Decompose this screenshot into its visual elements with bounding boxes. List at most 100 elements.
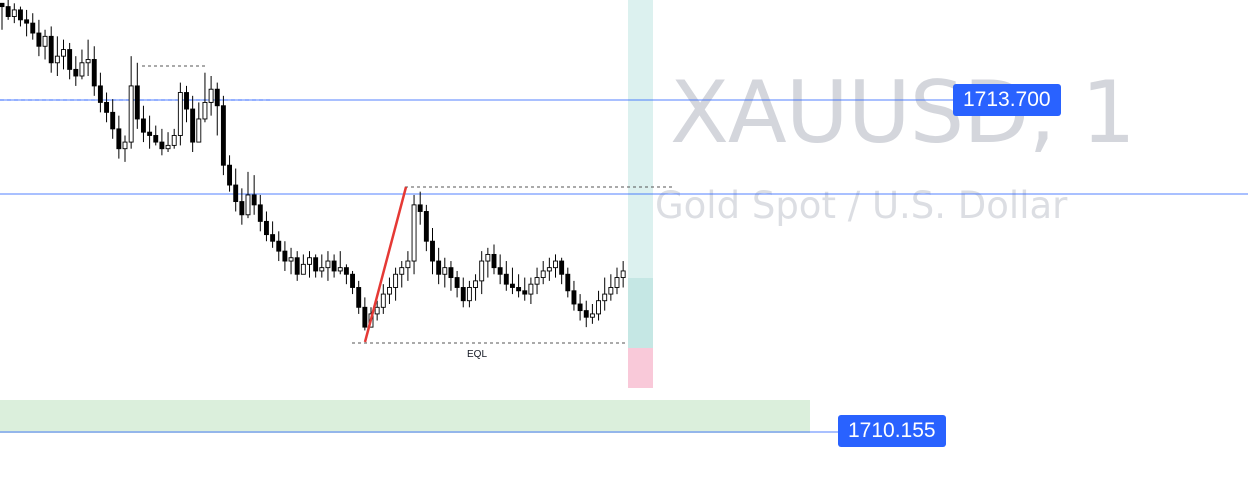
candle-body[interactable] — [251, 194, 257, 206]
candle-body[interactable] — [393, 273, 399, 288]
candle-body[interactable] — [442, 267, 448, 275]
candle-body[interactable] — [614, 277, 620, 288]
candle-body[interactable] — [516, 287, 522, 292]
candle-body[interactable] — [448, 267, 454, 279]
candle-body[interactable] — [399, 267, 405, 275]
candle-body[interactable] — [534, 277, 540, 285]
candle-body[interactable] — [596, 300, 601, 315]
candle-body[interactable] — [73, 68, 79, 77]
candle-body[interactable] — [184, 92, 189, 110]
candle-body[interactable] — [140, 118, 146, 133]
candle-body[interactable] — [67, 49, 73, 70]
candle-body[interactable] — [85, 59, 91, 64]
candle-body[interactable] — [485, 253, 491, 262]
candle-body[interactable] — [307, 257, 312, 265]
candle-body[interactable] — [356, 287, 362, 308]
candle-body[interactable] — [122, 141, 128, 150]
candle-body[interactable] — [411, 204, 417, 262]
candle-body[interactable] — [362, 306, 368, 328]
candle-body[interactable] — [466, 287, 472, 302]
candle-body[interactable] — [270, 234, 276, 242]
candle-body[interactable] — [313, 257, 319, 272]
candle-body[interactable] — [565, 273, 571, 292]
candle-body[interactable] — [190, 108, 196, 143]
candle-body[interactable] — [337, 267, 343, 272]
trend-line[interactable] — [363, 186, 408, 343]
candle-body[interactable] — [30, 22, 36, 34]
candle-body[interactable] — [110, 111, 116, 130]
candle-body[interactable] — [343, 267, 349, 275]
candle-body[interactable] — [577, 303, 583, 312]
candle-body[interactable] — [571, 290, 577, 305]
candle-body[interactable] — [196, 118, 202, 143]
candle-body[interactable] — [220, 105, 226, 166]
candle-body[interactable] — [331, 260, 337, 272]
candle-body[interactable] — [497, 267, 503, 275]
candle-body[interactable] — [5, 6, 11, 17]
candle-body[interactable] — [300, 263, 306, 275]
candle-body[interactable] — [473, 280, 478, 288]
candle-body[interactable] — [11, 9, 17, 17]
candle-body[interactable] — [282, 250, 288, 262]
candle-body[interactable] — [454, 277, 460, 288]
candle-body[interactable] — [54, 55, 60, 64]
candle-body[interactable] — [436, 260, 442, 275]
candle-body[interactable] — [559, 260, 565, 275]
candle-body[interactable] — [430, 240, 435, 262]
candle-body[interactable] — [325, 260, 331, 269]
tp-zone-body[interactable] — [628, 278, 653, 348]
demand-zone[interactable] — [0, 400, 810, 433]
candle-body[interactable] — [245, 194, 251, 216]
candle-body[interactable] — [18, 9, 23, 21]
candle-body[interactable] — [380, 293, 386, 308]
candle-body[interactable] — [350, 273, 355, 288]
candle-body[interactable] — [227, 164, 233, 186]
sl-zone[interactable] — [628, 348, 653, 388]
candle-body[interactable] — [276, 240, 282, 252]
candle-body[interactable] — [159, 141, 165, 150]
candle-body[interactable] — [0, 2, 5, 8]
candle-body[interactable] — [503, 273, 509, 285]
candle-body[interactable] — [522, 290, 528, 295]
candle-body[interactable] — [387, 287, 392, 295]
candle-body[interactable] — [510, 283, 515, 288]
candle-body[interactable] — [257, 204, 263, 222]
candle-body[interactable] — [208, 88, 214, 103]
candle-body[interactable] — [165, 144, 171, 150]
candle-body[interactable] — [288, 257, 294, 262]
candle-body[interactable] — [97, 85, 103, 103]
candle-body[interactable] — [264, 220, 269, 236]
candle-body[interactable] — [214, 88, 220, 107]
candle-body[interactable] — [42, 35, 48, 47]
candle-body[interactable] — [153, 135, 159, 143]
candle-body[interactable] — [171, 135, 177, 146]
candle-body[interactable] — [48, 35, 54, 64]
candle-body[interactable] — [479, 260, 485, 282]
candle-body[interactable] — [620, 270, 626, 279]
candle-body[interactable] — [116, 128, 122, 150]
candle-body[interactable] — [528, 283, 534, 295]
candle-body[interactable] — [239, 201, 245, 216]
candle-body[interactable] — [79, 62, 85, 77]
candle-body[interactable] — [417, 204, 423, 212]
candle-body[interactable] — [460, 287, 466, 302]
candle-body[interactable] — [491, 253, 497, 269]
candle-body[interactable] — [319, 267, 325, 272]
candle-body[interactable] — [36, 32, 42, 47]
candle-body[interactable] — [61, 49, 66, 57]
candle-body[interactable] — [546, 267, 552, 272]
candle-body[interactable] — [405, 260, 411, 269]
candle-body[interactable] — [589, 313, 595, 318]
candle-body[interactable] — [608, 287, 614, 295]
candle-body[interactable] — [177, 92, 183, 136]
candle-body[interactable] — [24, 19, 30, 24]
candle-body[interactable] — [540, 270, 546, 279]
candle-body[interactable] — [294, 257, 300, 275]
candle-body[interactable] — [583, 310, 589, 318]
candle-body[interactable] — [128, 85, 134, 143]
candle-body[interactable] — [602, 293, 608, 302]
candle-body[interactable] — [202, 101, 208, 120]
candle-body[interactable] — [104, 101, 110, 113]
candle-body[interactable] — [147, 131, 153, 136]
